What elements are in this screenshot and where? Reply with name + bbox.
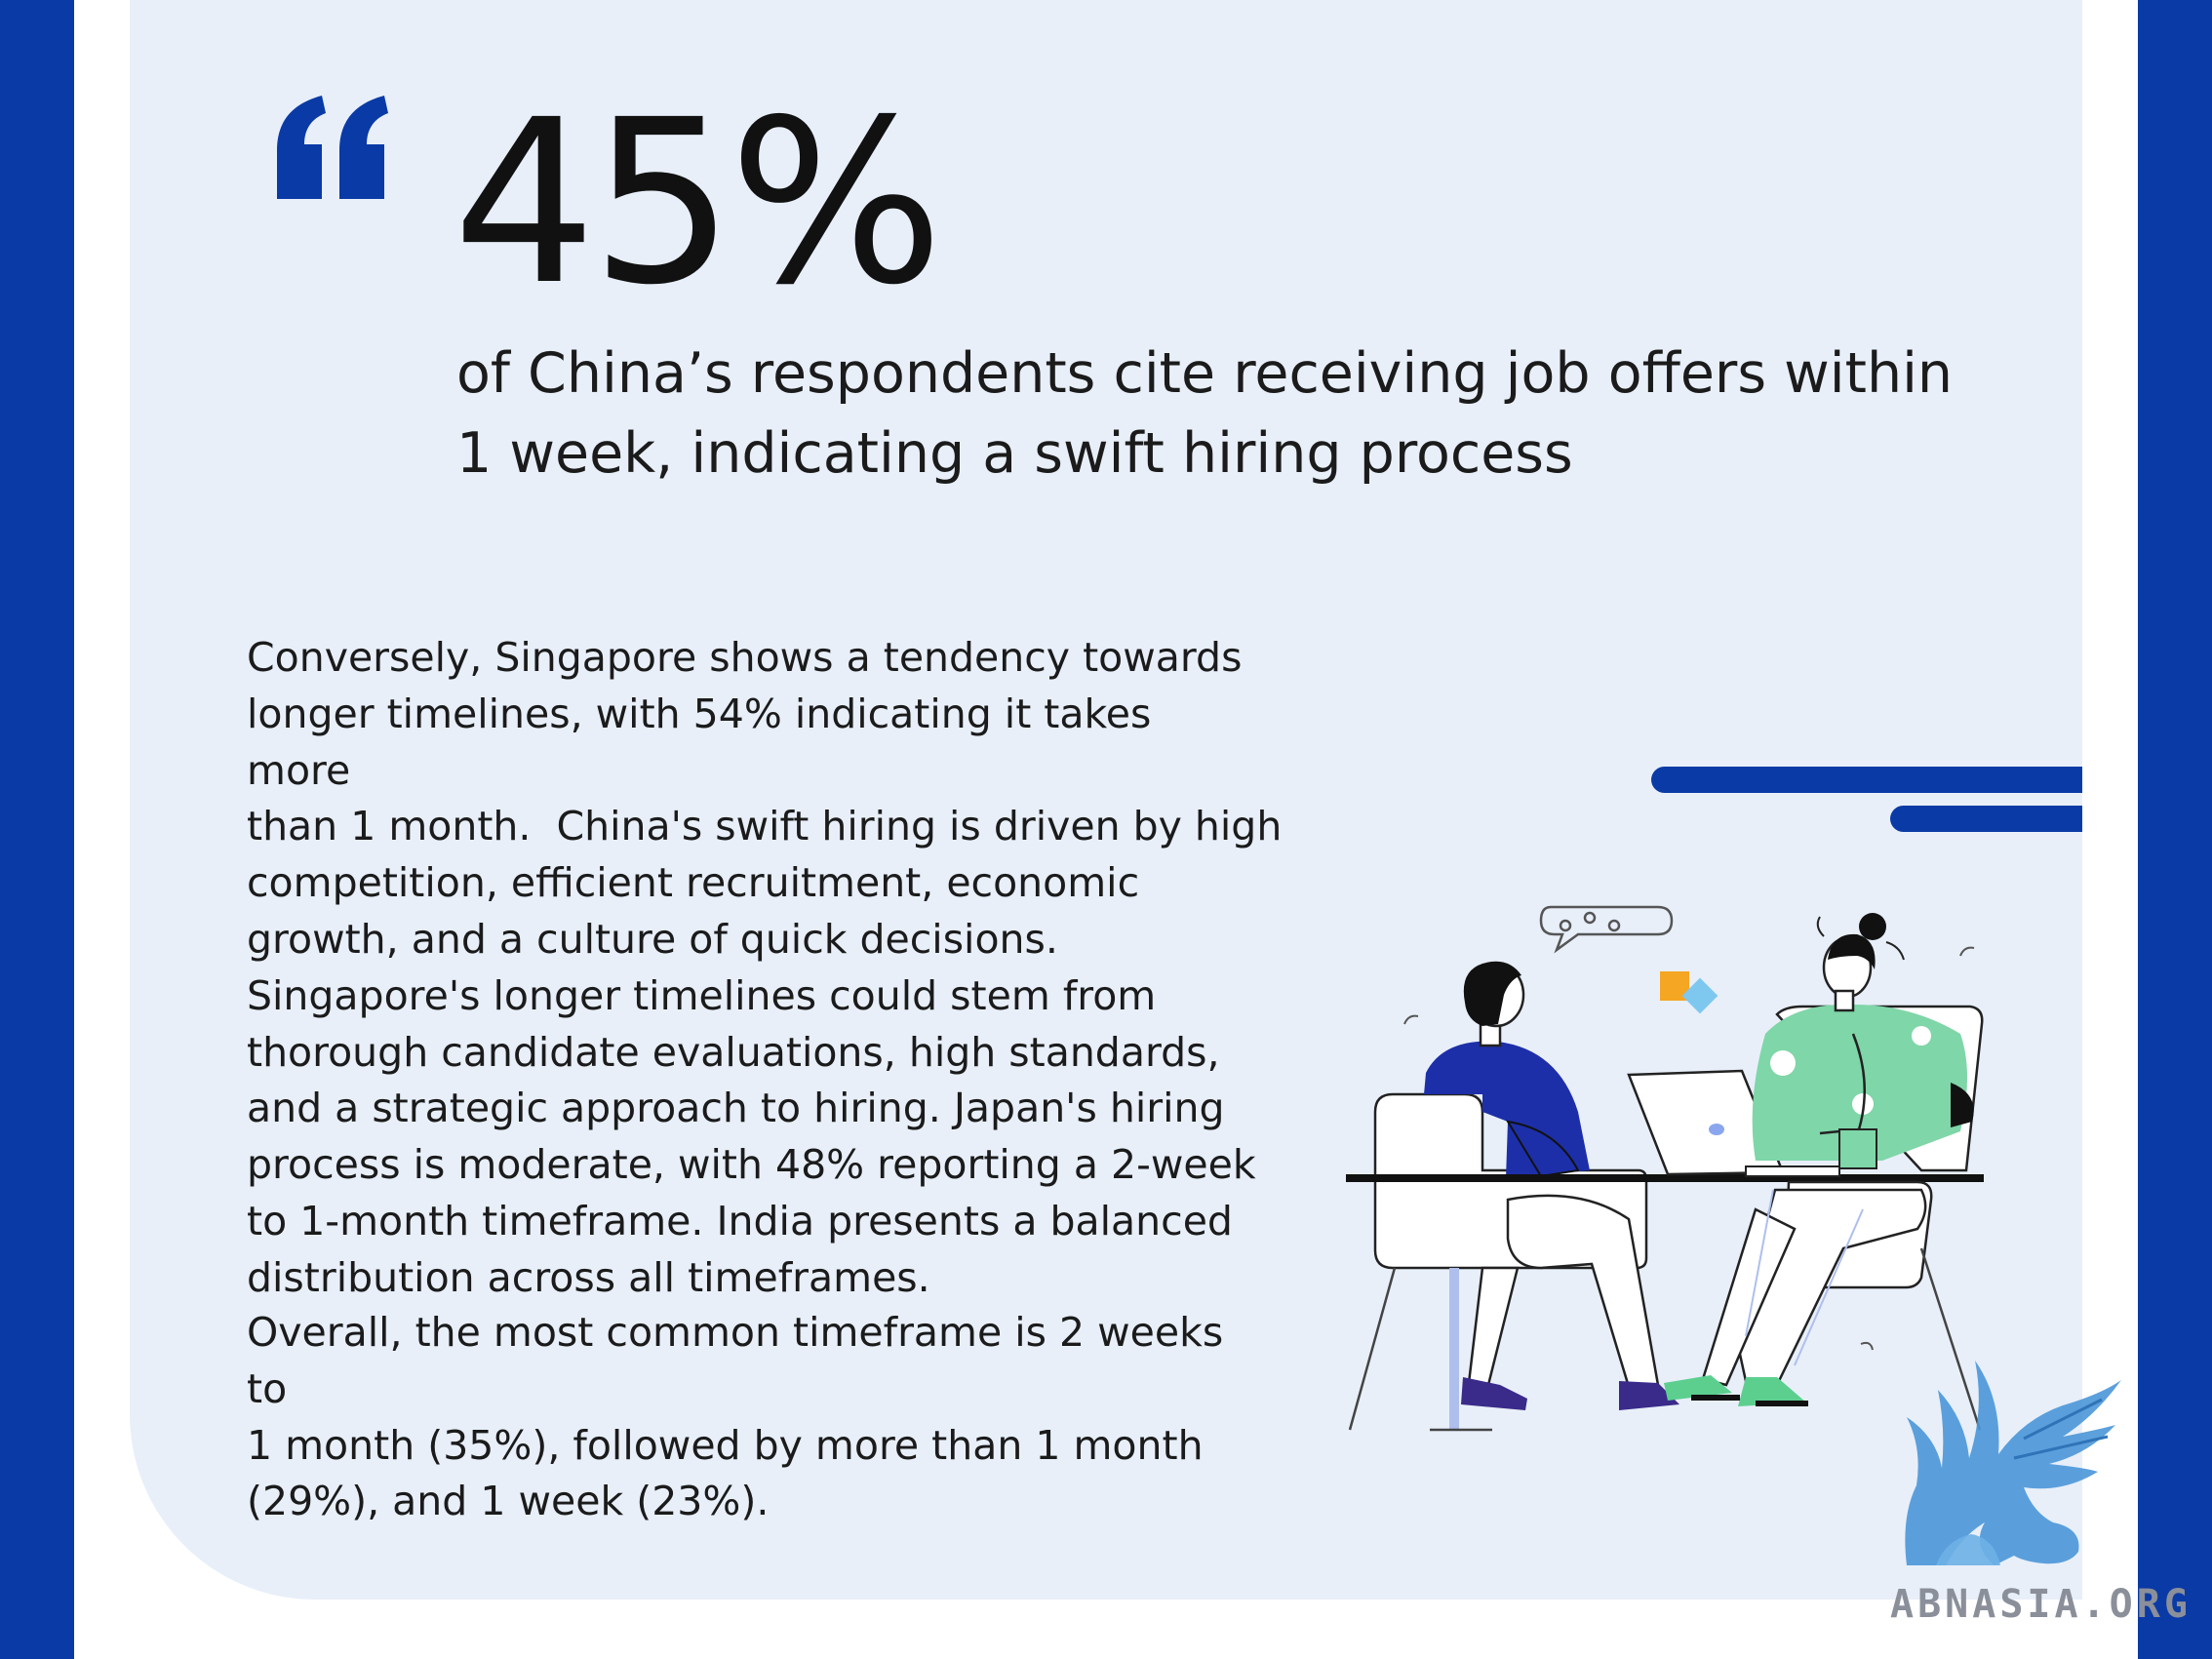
headline-description-line: of China’s respondents cite receiving jo… — [456, 341, 1954, 406]
body-line: Singapore's longer timelines could stem … — [247, 971, 1157, 1019]
quote-open-icon — [277, 96, 388, 199]
body-line: Conversely, Singapore shows a tendency t… — [247, 634, 1243, 681]
body-line: growth, and a culture of quick decisions… — [247, 915, 1058, 963]
body-line: distribution across all timeframes. — [247, 1253, 930, 1301]
interview-meeting-illustration — [1346, 905, 1984, 1432]
summary-line: 1 month (35%), followed by more than 1 m… — [247, 1421, 1204, 1469]
body-line: thorough candidate evaluations, high sta… — [247, 1028, 1220, 1076]
summary-paragraph: Overall, the most common timeframe is 2 … — [247, 1305, 1261, 1530]
body-paragraph: Conversely, Singapore shows a tendency t… — [247, 630, 1283, 1307]
summary-line: Overall, the most common timeframe is 2 … — [247, 1309, 1224, 1412]
body-line: to 1-month timeframe. India presents a b… — [247, 1197, 1233, 1244]
decorative-stripe — [1651, 767, 2082, 793]
summary-line: (29%), and 1 week (23%). — [247, 1478, 770, 1525]
headline-description-line: 1 week, indicating a swift hiring proces… — [456, 421, 1573, 486]
left-border — [0, 0, 74, 1659]
body-line: and a strategic approach to hiring. Japa… — [247, 1085, 1225, 1132]
griffin-logo — [1905, 1361, 2121, 1565]
body-line: longer timelines, with 54% indicating it… — [247, 690, 1152, 794]
headline-stat: 45% — [453, 71, 944, 335]
body-line: than 1 month. China's swift hiring is dr… — [247, 803, 1283, 850]
watermark-text: ABNASIA.ORG — [1890, 1582, 2192, 1627]
right-border — [2138, 0, 2212, 1659]
headline-description: of China’s respondents cite receiving jo… — [456, 334, 1978, 494]
decorative-stripe — [1890, 806, 2082, 832]
body-line: process is moderate, with 48% reporting … — [247, 1141, 1256, 1189]
body-line: competition, efficient recruitment, econ… — [247, 859, 1140, 907]
